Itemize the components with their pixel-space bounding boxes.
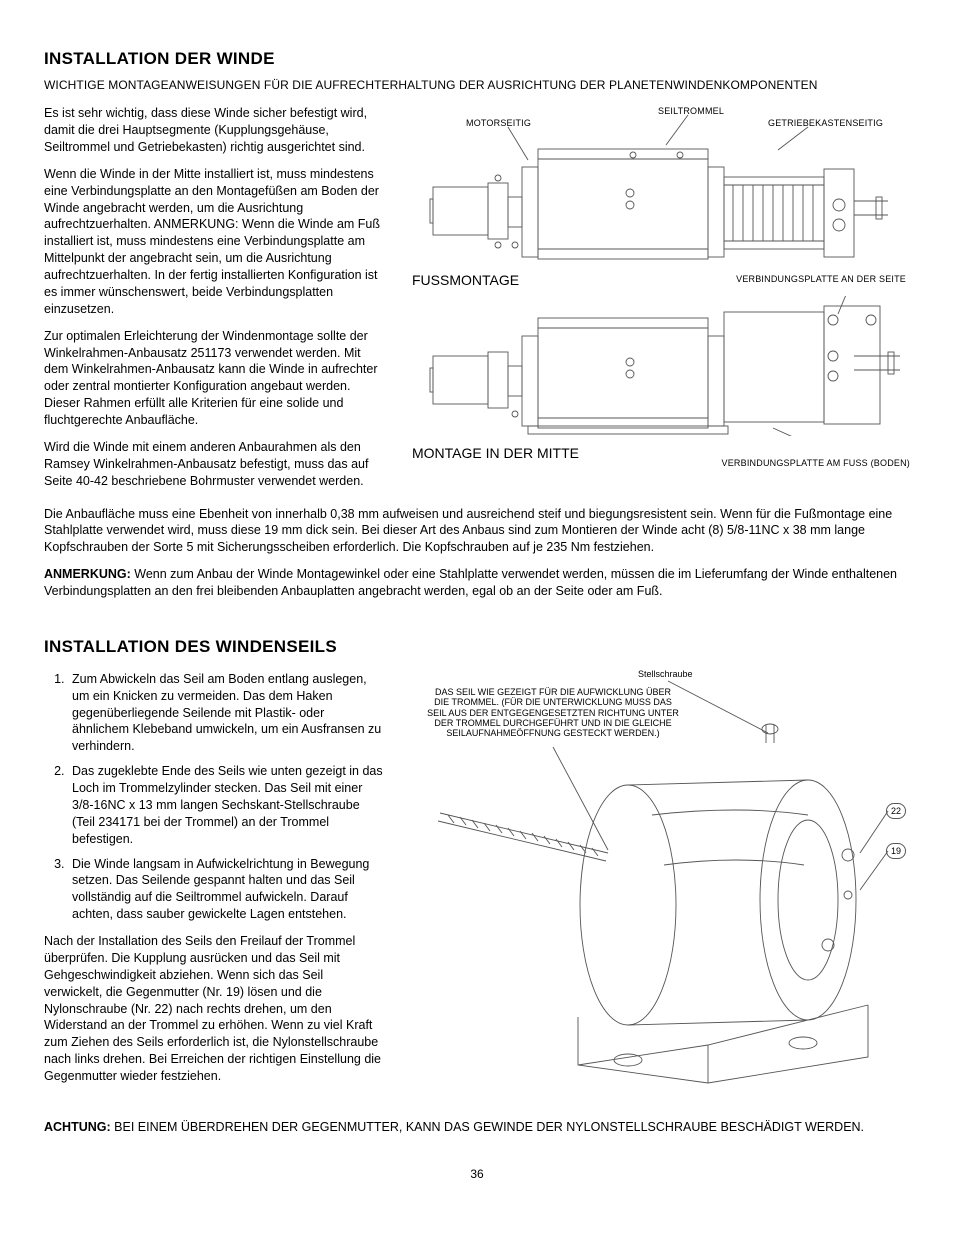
anmerkung-label: ANMERKUNG: (44, 567, 131, 581)
section2-row: Zum Abwickeln das Seil am Boden entlang … (44, 665, 910, 1095)
section1-row: Es ist sehr wichtig, dass diese Winde si… (44, 105, 910, 499)
section1-text-col: Es ist sehr wichtig, dass diese Winde si… (44, 105, 384, 499)
winch-schematic-top (408, 105, 908, 265)
para: Zur optimalen Erleichterung der Windenmo… (44, 328, 384, 429)
label-tieplate-foot: VERBINDUNGSPLATTE AM FUSS (BODEN) (722, 457, 910, 469)
achtung-label: ACHTUNG: (44, 1120, 111, 1134)
diagram-mitte (408, 296, 910, 436)
para: Wenn die Winde in der Mitte installiert … (44, 166, 384, 318)
diagram-fussmontage: MOTORSEITIG SEILTROMMEL GETRIEBEKASTENSE… (408, 105, 910, 265)
section1-subheading: WICHTIGE MONTAGEANWEISUNGEN FÜR DIE AUFR… (44, 77, 910, 93)
after-para: Nach der Installation des Seils den Frei… (44, 933, 384, 1085)
para-full: Die Anbaufläche muss eine Ebenheit von i… (44, 506, 910, 557)
diagram2-title: MONTAGE IN DER MITTE (412, 444, 579, 463)
step: Die Winde langsam in Aufwickelrichtung i… (68, 856, 384, 924)
anmerkung-text: Wenn zum Anbau der Winde Montagewinkel o… (44, 567, 897, 598)
label-tieplate-side: VERBINDUNGSPLATTE AN DER SEITE (736, 273, 906, 285)
para: Es ist sehr wichtig, dass diese Winde si… (44, 105, 384, 156)
section1-heading: INSTALLATION DER WINDE (44, 48, 910, 71)
step: Zum Abwickeln das Seil am Boden entlang … (68, 671, 384, 755)
section2-heading: INSTALLATION DES WINDENSEILS (44, 636, 910, 659)
para: Wird die Winde mit einem anderen Anbaura… (44, 439, 384, 490)
step: Das zugeklebte Ende des Seils wie unten … (68, 763, 384, 847)
page-number: 36 (44, 1166, 910, 1182)
drum-isometric (408, 665, 908, 1095)
achtung-text: BEI EINEM ÜBERDREHEN DER GEGENMUTTER, KA… (111, 1120, 864, 1134)
winch-schematic-mid (408, 296, 908, 436)
section2-text-col: Zum Abwickeln das Seil am Boden entlang … (44, 665, 384, 1095)
section1-diagram-col: MOTORSEITIG SEILTROMMEL GETRIEBEKASTENSE… (408, 105, 910, 499)
achtung-para: ACHTUNG: BEI EINEM ÜBERDREHEN DER GEGENM… (44, 1119, 910, 1136)
section2-diagram-col: Stellschraube DAS SEIL WIE GEZEIGT FÜR D… (408, 665, 910, 1095)
anmerkung-para: ANMERKUNG: Wenn zum Anbau der Winde Mont… (44, 566, 910, 600)
steps-list: Zum Abwickeln das Seil am Boden entlang … (44, 671, 384, 923)
